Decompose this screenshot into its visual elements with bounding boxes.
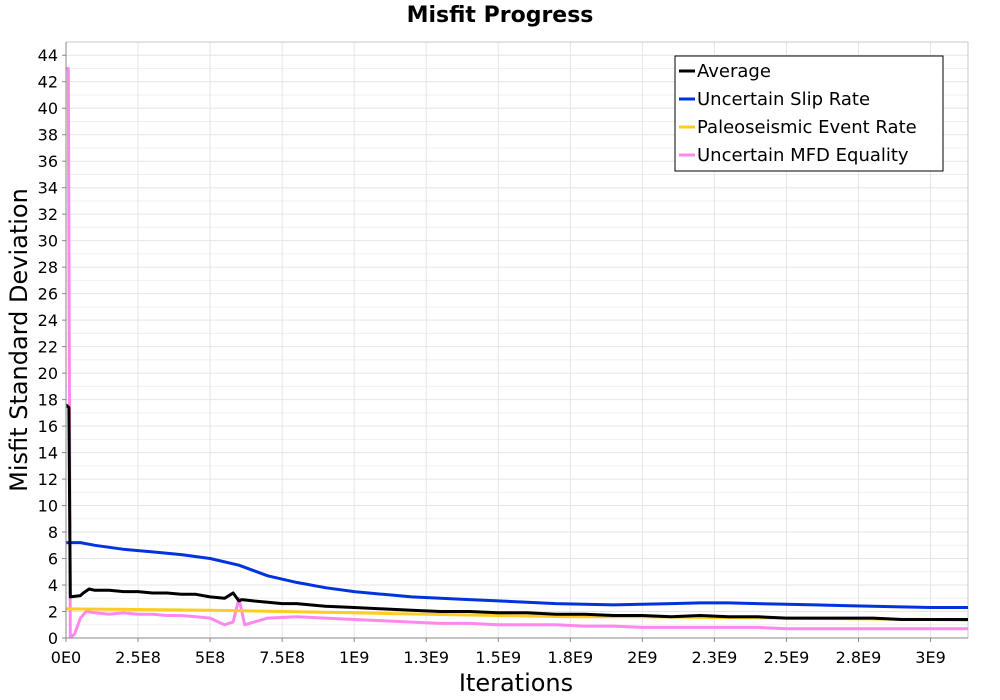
y-tick-label: 4 — [48, 576, 58, 595]
series-line-average — [66, 403, 968, 621]
y-tick-label: 24 — [38, 311, 58, 330]
y-tick-label: 0 — [48, 629, 58, 648]
legend-box — [674, 55, 944, 172]
legend: Average Uncertain Slip Rate Paleoseismic E… — [674, 55, 944, 172]
y-axis-title: Misfit Standard Deviation — [5, 188, 33, 492]
x-tick-label: 3E9 — [915, 648, 945, 667]
y-tick-label: 32 — [38, 205, 58, 224]
x-tick-label: 0E0 — [51, 648, 81, 667]
x-tick-label: 1.5E9 — [475, 648, 521, 667]
y-tick-label: 16 — [38, 417, 58, 436]
y-tick-label: 10 — [38, 497, 58, 516]
x-tick-label: 1.3E9 — [403, 648, 449, 667]
y-tick-label: 28 — [38, 258, 58, 277]
x-tick-label: 2.8E9 — [836, 648, 882, 667]
y-tick-label: 14 — [38, 444, 58, 463]
y-tick-label: 36 — [38, 152, 58, 171]
x-tick-label: 2.5E9 — [764, 648, 810, 667]
y-tick-label: 40 — [38, 99, 58, 118]
y-tick-label: 42 — [38, 73, 58, 92]
axes: 0246810121416182022242628303234363840424… — [38, 42, 968, 667]
series-line-uncertain-mfd-equality — [66, 67, 968, 638]
chart-title: Misfit Progress — [407, 3, 594, 28]
x-tick-label: 1E9 — [339, 648, 369, 667]
y-tick-label: 26 — [38, 285, 58, 304]
x-tick-label: 1.8E9 — [547, 648, 593, 667]
y-tick-label: 18 — [38, 391, 58, 410]
y-tick-label: 30 — [38, 232, 58, 251]
x-tick-label: 2.5E8 — [115, 648, 161, 667]
series-line-uncertain-slip-rate — [66, 541, 968, 609]
y-tick-label: 38 — [38, 126, 58, 145]
legend-label: Uncertain MFD Equality — [697, 145, 909, 166]
x-tick-label: 5E8 — [195, 648, 225, 667]
x-tick-label: 2E9 — [627, 648, 657, 667]
y-tick-label: 20 — [38, 364, 58, 383]
y-tick-label: 2 — [48, 603, 58, 622]
y-tick-label: 6 — [48, 550, 58, 569]
x-tick-label: 2.3E9 — [692, 648, 738, 667]
legend-label: Uncertain Slip Rate — [697, 89, 870, 110]
series-layer — [66, 67, 968, 638]
y-tick-label: 12 — [38, 470, 58, 489]
x-tick-label: 7.5E8 — [259, 648, 305, 667]
y-tick-label: 44 — [38, 46, 58, 65]
y-tick-label: 22 — [38, 338, 58, 357]
x-axis-title: Iterations — [459, 669, 573, 697]
y-tick-label: 8 — [48, 523, 58, 542]
y-tick-label: 34 — [38, 179, 58, 198]
legend-label: Paleoseismic Event Rate — [697, 117, 917, 138]
legend-label: Average — [697, 61, 771, 82]
